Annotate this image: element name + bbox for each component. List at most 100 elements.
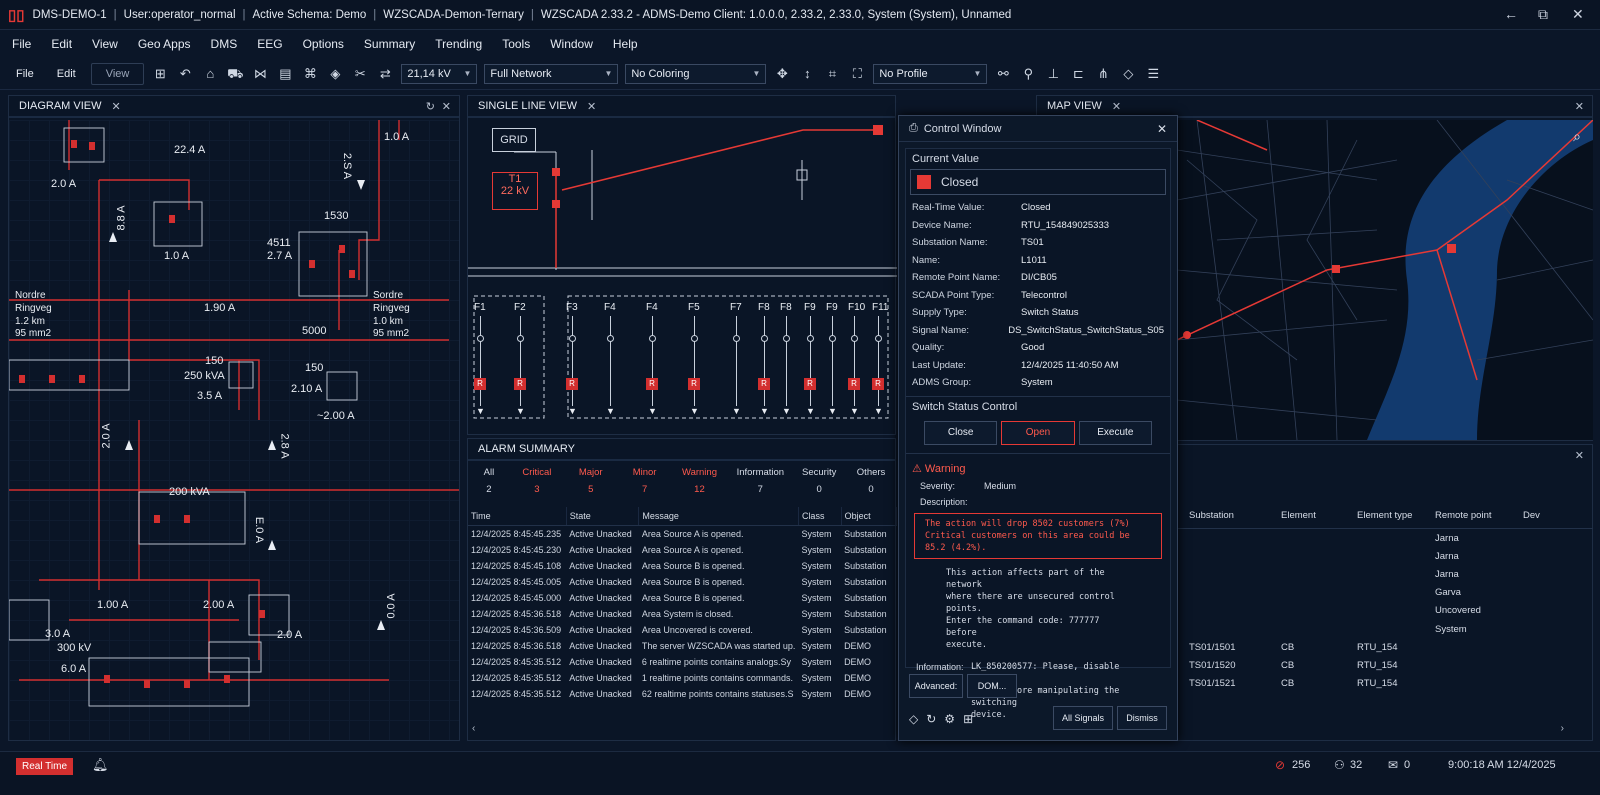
col-dev[interactable]: Dev <box>1523 510 1540 521</box>
feeder-switch-icon[interactable] <box>691 335 698 342</box>
col-time[interactable]: Time <box>468 507 567 526</box>
table-row[interactable]: Jarna <box>1177 565 1593 583</box>
feeder-switch-icon[interactable] <box>569 335 576 342</box>
feeder-switch-icon[interactable] <box>477 335 484 342</box>
grid-icon[interactable]: ⊞ <box>963 712 974 726</box>
feeder-switch-icon[interactable] <box>829 335 836 342</box>
menu-options[interactable]: Options <box>302 37 344 51</box>
map-canvas[interactable]: ⌕ <box>1177 120 1593 440</box>
building-icon[interactable]: ⌂ <box>206 65 215 81</box>
diagram-canvas[interactable]: 22.4 A 1.0 A 2.0 A 2.S A 8.8 A 1530 1.0 … <box>9 120 459 740</box>
bell-icon[interactable]: 🔔︎ <box>92 757 109 772</box>
table-row[interactable]: 12/4/2025 8:45:45.230 Active Unacked Area … <box>468 542 897 558</box>
tab-alarm-summary[interactable]: ALARM SUMMARY <box>468 439 895 461</box>
menu-eeg[interactable]: EEG <box>257 37 283 51</box>
feeder-switch-icon[interactable] <box>733 335 740 342</box>
refresh-icon[interactable]: ↻ <box>926 712 937 726</box>
close-window-icon[interactable]: ✕ <box>1572 6 1584 22</box>
table-row[interactable]: 12/4/2025 8:45:35.512 Active Unacked 1 rea… <box>468 670 897 686</box>
link-icon[interactable]: ⚯ <box>997 65 1009 81</box>
select-area-icon[interactable]: ⛶ <box>852 65 862 81</box>
menu-view[interactable]: View <box>92 37 118 51</box>
alarm-cat-major[interactable]: Major 5 <box>578 467 603 495</box>
table-row[interactable]: Garva <box>1177 584 1593 602</box>
feeder-switch-icon[interactable] <box>851 335 858 342</box>
close-tab-icon[interactable]: ✕ <box>1111 100 1122 113</box>
recloser-icon[interactable]: R <box>758 378 770 390</box>
tree-icon[interactable]: ⋔ <box>1097 65 1109 81</box>
table-row[interactable]: 12/4/2025 8:45:45.235 Active Unacked Area … <box>468 526 897 543</box>
table-row[interactable]: 12/4/2025 8:45:35.512 Active Unacked 62 re… <box>468 686 897 702</box>
all-signals-button[interactable]: All Signals <box>1053 706 1113 730</box>
table-row[interactable]: 12/4/2025 8:45:45.000 Active Unacked Area … <box>468 590 897 606</box>
dismiss-button[interactable]: Dismiss <box>1117 706 1167 730</box>
col-remote-point[interactable]: Remote point <box>1435 510 1492 521</box>
menu-summary[interactable]: Summary <box>363 37 416 51</box>
col-message[interactable]: Message <box>638 507 799 526</box>
close-control-window-icon[interactable]: ✕ <box>1156 121 1167 136</box>
crop-icon[interactable]: ⌗ <box>828 65 837 81</box>
shield-icon[interactable]: ◇ <box>909 712 919 726</box>
col-substation[interactable]: Substation <box>1189 510 1234 521</box>
menu-trending[interactable]: Trending <box>435 37 483 51</box>
col-element-type[interactable]: Element type <box>1357 510 1413 521</box>
alarm-cat-critical[interactable]: Critical 3 <box>522 467 552 495</box>
tab-diagram-view[interactable]: DIAGRAM VIEW ✕ ↻ ✕ <box>9 96 459 118</box>
map-search-icon[interactable]: ⌕ <box>1573 128 1581 144</box>
close-panel-icon[interactable]: ✕ <box>1574 450 1584 462</box>
align-icon[interactable]: ⊥ <box>1047 65 1060 81</box>
feeder-switch-icon[interactable] <box>607 335 614 342</box>
menu-geo-apps[interactable]: Geo Apps <box>137 37 191 51</box>
table-row[interactable]: 12/4/2025 8:45:45.108 Active Unacked Area … <box>468 558 897 574</box>
undo-icon[interactable]: ↶ <box>179 65 191 81</box>
toolbar-edit[interactable]: Edit <box>56 67 76 80</box>
close-panel-icon[interactable]: ✕ <box>441 100 451 113</box>
paint-icon[interactable]: ◈ <box>330 65 341 81</box>
table-row[interactable]: Jarna <box>1177 529 1593 547</box>
add-icon[interactable]: ⊞ <box>154 65 166 81</box>
voltage-select[interactable]: 21,14 kV ▼ <box>401 63 478 84</box>
table-row[interactable]: 12/4/2025 8:45:35.512 Active Unacked 6 rea… <box>468 654 897 670</box>
truck-icon[interactable]: ⛟ <box>227 65 244 81</box>
col-state[interactable]: State <box>566 507 640 526</box>
table-row[interactable]: Jarna <box>1177 547 1593 565</box>
profile-select[interactable]: No Profile ▼ <box>873 63 988 84</box>
table-row[interactable]: System <box>1177 620 1593 638</box>
network-select[interactable]: Full Network ▼ <box>484 63 619 84</box>
drop-icon[interactable]: ◇ <box>1123 65 1134 81</box>
recloser-icon[interactable]: R <box>514 378 526 390</box>
swap-icon[interactable]: ⇄ <box>379 65 391 81</box>
feeder-switch-icon[interactable] <box>517 335 524 342</box>
close-button[interactable]: Close <box>924 420 998 445</box>
table-row[interactable]: TS01/1521 CB RTU_154 <box>1177 675 1593 693</box>
tab-single-line-view[interactable]: SINGLE LINE VIEW ✕ <box>468 96 895 118</box>
tab-map-view[interactable]: MAP VIEW ✕ ✕ <box>1037 96 1592 118</box>
scissors-icon[interactable]: ✂ <box>354 65 366 81</box>
real-time-badge[interactable]: Real Time <box>16 758 74 775</box>
menu-tools[interactable]: Tools <box>502 37 531 51</box>
close-tab-icon[interactable]: ✕ <box>587 100 597 113</box>
scroll-left-icon[interactable]: ‹ <box>472 723 476 734</box>
menu-window[interactable]: Window <box>550 37 593 51</box>
recloser-icon[interactable]: R <box>804 378 816 390</box>
feeder-switch-icon[interactable] <box>875 335 882 342</box>
minimize-icon[interactable]: ← <box>1504 6 1518 22</box>
transformer-box[interactable]: T1 22 kV <box>492 172 538 210</box>
recloser-icon[interactable]: R <box>566 378 578 390</box>
col-element[interactable]: Element <box>1281 510 1316 521</box>
close-tab-icon[interactable]: ✕ <box>111 100 121 113</box>
toolbar-file[interactable]: File <box>16 67 34 80</box>
settings-icon[interactable]: ⚙ <box>944 712 956 726</box>
feeder-switch-icon[interactable] <box>807 335 814 342</box>
table-row[interactable]: 12/4/2025 8:45:36.518 Active Unacked Area … <box>468 606 897 622</box>
coloring-select[interactable]: No Coloring ▼ <box>625 63 767 84</box>
node-icon[interactable]: ⚲ <box>1023 65 1034 81</box>
recloser-icon[interactable]: R <box>688 378 700 390</box>
alarm-cat-warning[interactable]: Warning 12 <box>681 467 717 495</box>
feeder-switch-icon[interactable] <box>649 335 656 342</box>
recloser-icon[interactable]: R <box>848 378 860 390</box>
refresh-icon[interactable]: ↻ <box>425 100 435 113</box>
layers-icon[interactable]: ▤ <box>279 65 292 81</box>
execute-button[interactable]: Execute <box>1078 420 1152 445</box>
move-icon[interactable]: ✥ <box>776 65 788 81</box>
